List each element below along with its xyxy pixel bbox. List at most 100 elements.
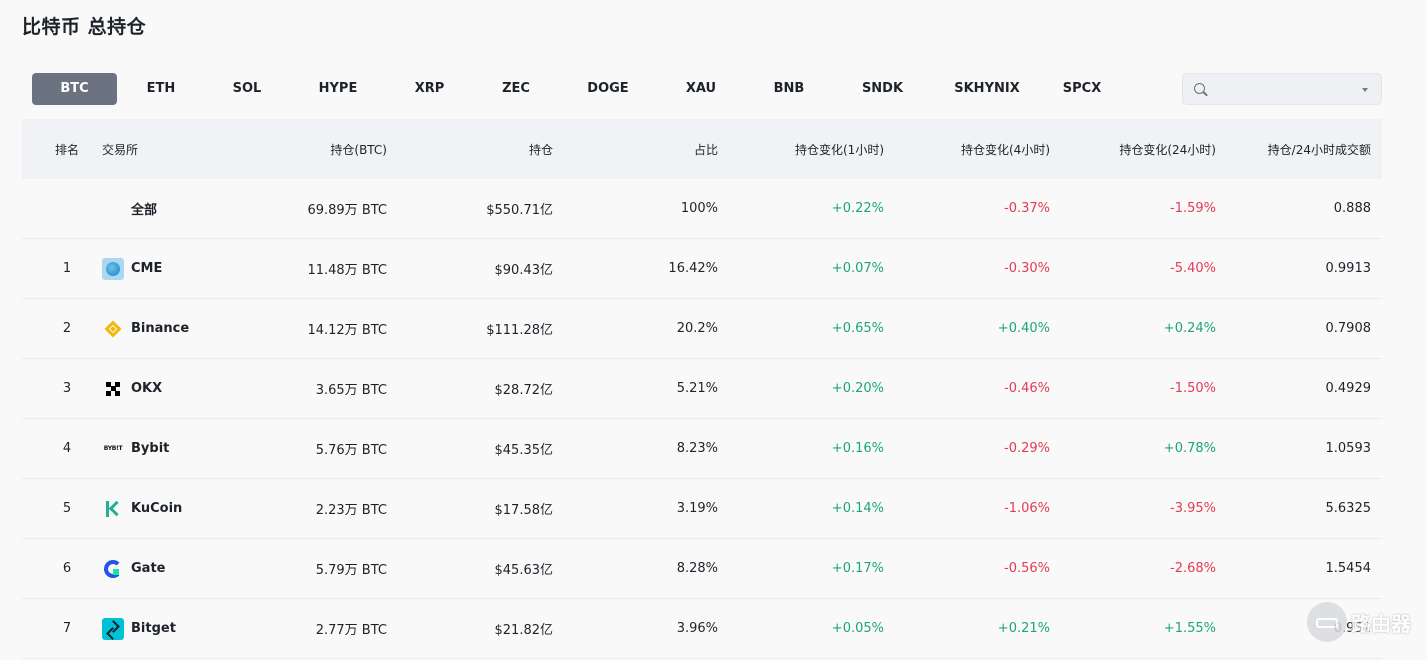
chg-4h-cell: +0.40%: [997, 321, 1050, 336]
search-input[interactable]: [1213, 79, 1357, 101]
oi-value-cell: $45.63亿: [494, 563, 554, 578]
header-rank[interactable]: 排名: [54, 142, 79, 157]
tab-doge[interactable]: DOGE: [587, 81, 629, 96]
exchange-cell[interactable]: Gate: [102, 539, 282, 598]
chg-24h-cell: +0.24%: [1163, 321, 1216, 336]
tab-xrp[interactable]: XRP: [414, 81, 445, 96]
exchange-name[interactable]: KuCoin: [131, 501, 183, 516]
oi-btc-cell: 5.76万 BTC: [315, 443, 387, 458]
tab-xau[interactable]: XAU: [685, 81, 717, 96]
total-label: 全部: [131, 203, 158, 218]
oi-value-cell: $28.72亿: [494, 383, 554, 398]
oi-btc-cell: 69.89万 BTC: [307, 203, 387, 218]
table-row[interactable]: 5 KuCoin 2.23万 BTC $17.58亿 3.19% +0.14% …: [22, 479, 1382, 539]
okx-icon: [102, 378, 124, 400]
bybit-icon: BYB!T: [103, 444, 123, 452]
chg-24h-cell: -5.40%: [1170, 261, 1216, 276]
exchange-cell[interactable]: Binance: [102, 299, 282, 358]
table-header: 排名 交易所 持仓(BTC) 持仓 占比 持仓变化(1小时) 持仓变化(4小时)…: [22, 119, 1382, 179]
rank-cell: 3: [62, 381, 72, 396]
header-share[interactable]: 占比: [693, 142, 718, 157]
tab-spcx[interactable]: SPCX: [1062, 81, 1102, 96]
rank-cell: 4: [62, 441, 72, 456]
header-oi-btc[interactable]: 持仓(BTC): [330, 142, 387, 157]
search-select[interactable]: [1182, 73, 1382, 105]
tab-hype[interactable]: HYPE: [318, 81, 358, 96]
chg-4h-cell: -0.30%: [1004, 261, 1050, 276]
tab-eth[interactable]: ETH: [146, 81, 176, 96]
page-title: 比特币 总持仓: [22, 16, 147, 38]
table-row[interactable]: 3 OKX 3.65万 BTC $28.72亿 5.21% +0.20% -0.…: [22, 359, 1382, 419]
table-row[interactable]: 2 Binance 14.12万 BTC $111.28亿 20.2% +0.6…: [22, 299, 1382, 359]
table-row[interactable]: 1 CME 11.48万 BTC $90.43亿 16.42% +0.07% -…: [22, 239, 1382, 299]
tab-bnb[interactable]: BNB: [773, 81, 805, 96]
chg-4h-cell: -0.29%: [1004, 441, 1050, 456]
exchange-cell[interactable]: Bitget: [102, 599, 282, 658]
chg-24h-cell: -3.95%: [1170, 501, 1216, 516]
tab-skhynix[interactable]: SKHYNIX: [954, 81, 1020, 96]
header-oi-value[interactable]: 持仓: [528, 142, 553, 157]
share-cell: 100%: [680, 201, 718, 216]
rank-cell: 2: [62, 321, 72, 336]
header-chg-24h[interactable]: 持仓变化(24小时): [1119, 142, 1216, 157]
gate-icon: [102, 558, 124, 580]
share-cell: 20.2%: [676, 321, 718, 336]
table-row[interactable]: 6 Gate 5.79万 BTC $45.63亿 8.28% +0.17% -0…: [22, 539, 1382, 599]
exchange-cell[interactable]: BYB!T Bybit: [102, 419, 282, 478]
oi-btc-cell: 11.48万 BTC: [307, 263, 387, 278]
tab-sndk[interactable]: SNDK: [861, 81, 904, 96]
ratio-cell: 0.4929: [1325, 381, 1372, 396]
chg-4h-cell: -0.46%: [1004, 381, 1050, 396]
coin-tabs: BTC ETH SOL HYPE XRP ZEC DOGE XAU BNB SN…: [32, 73, 1123, 105]
share-cell: 16.42%: [668, 261, 718, 276]
chg-4h-cell: -0.37%: [1004, 201, 1050, 216]
share-cell: 5.21%: [676, 381, 718, 396]
share-cell: 8.23%: [676, 441, 718, 456]
exchange-name[interactable]: Gate: [131, 561, 166, 576]
exchange-name[interactable]: Bitget: [131, 621, 176, 636]
exchange-cell[interactable]: KuCoin: [102, 479, 282, 538]
ratio-cell: 1.5454: [1325, 561, 1372, 576]
ratio-cell: 0.9913: [1325, 261, 1372, 276]
tab-btc[interactable]: BTC: [32, 73, 117, 105]
chg-4h-cell: -1.06%: [1004, 501, 1050, 516]
header-exchange[interactable]: 交易所: [102, 142, 139, 157]
oi-btc-cell: 5.79万 BTC: [315, 563, 387, 578]
exchange-name[interactable]: CME: [131, 261, 163, 276]
oi-value-cell: $90.43亿: [494, 263, 554, 278]
chg-24h-cell: -1.59%: [1170, 201, 1216, 216]
table-row[interactable]: 4 BYB!T Bybit 5.76万 BTC $45.35亿 8.23% +0…: [22, 419, 1382, 479]
chg-24h-cell: +1.55%: [1163, 621, 1216, 636]
watermark: 路由器: [1307, 602, 1411, 642]
chg-1h-cell: +0.07%: [831, 261, 884, 276]
chg-24h-cell: +0.78%: [1163, 441, 1216, 456]
exchange-cell[interactable]: OKX: [102, 359, 282, 418]
rank-cell: 5: [62, 501, 72, 516]
tab-sol[interactable]: SOL: [232, 81, 262, 96]
rank-cell: 7: [62, 621, 72, 636]
chg-1h-cell: +0.17%: [831, 561, 884, 576]
chg-1h-cell: +0.20%: [831, 381, 884, 396]
exchange-cell: 全部: [102, 179, 311, 238]
tab-zec[interactable]: ZEC: [502, 81, 530, 96]
binance-icon: [102, 318, 124, 340]
share-cell: 3.19%: [676, 501, 718, 516]
oi-btc-cell: 2.77万 BTC: [315, 623, 387, 638]
exchange-name[interactable]: Bybit: [131, 441, 170, 456]
header-ratio[interactable]: 持仓/24小时成交额: [1267, 142, 1371, 157]
chevron-down-icon[interactable]: [1362, 88, 1368, 92]
oi-btc-cell: 3.65万 BTC: [315, 383, 387, 398]
chg-1h-cell: +0.14%: [831, 501, 884, 516]
exchange-name[interactable]: Binance: [131, 321, 190, 336]
ratio-cell: 1.0593: [1325, 441, 1372, 456]
chg-1h-cell: +0.65%: [831, 321, 884, 336]
table-row-total[interactable]: 全部 69.89万 BTC $550.71亿 100% +0.22% -0.37…: [22, 179, 1382, 239]
chg-24h-cell: -1.50%: [1170, 381, 1216, 396]
header-chg-4h[interactable]: 持仓变化(4小时): [961, 142, 1050, 157]
oi-value-cell: $45.35亿: [494, 443, 554, 458]
table-row[interactable]: 7 Bitget 2.77万 BTC $21.82亿 3.96% +0.05% …: [22, 599, 1382, 659]
exchange-cell[interactable]: CME: [102, 239, 282, 298]
header-chg-1h[interactable]: 持仓变化(1小时): [795, 142, 884, 157]
ratio-cell: 0.888: [1333, 201, 1371, 216]
exchange-name[interactable]: OKX: [131, 381, 163, 396]
